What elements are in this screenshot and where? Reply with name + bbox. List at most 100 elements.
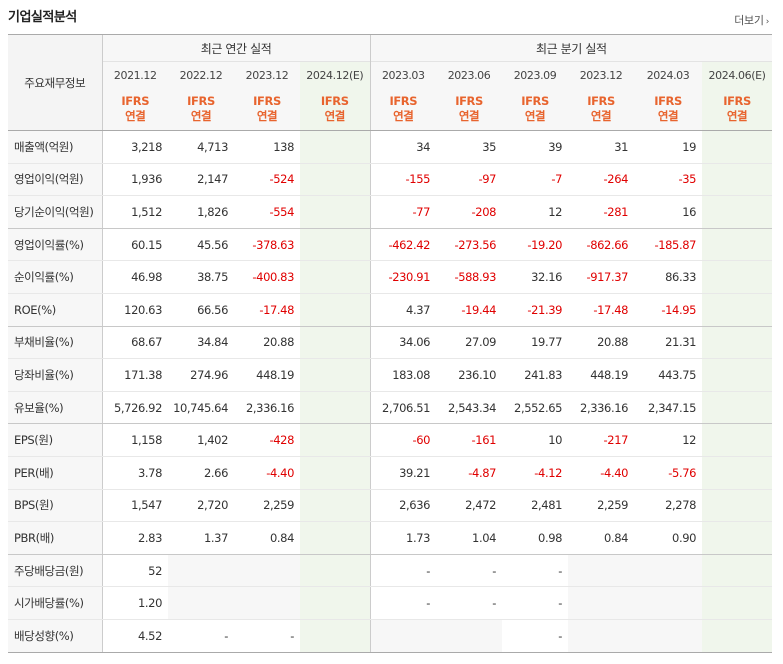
table-cell: 274.96 <box>168 358 234 392</box>
table-cell: 46.98 <box>101 260 168 294</box>
table-cell: 45.56 <box>168 228 234 262</box>
row-label: 주당배당금(원) <box>8 554 102 588</box>
table-cell <box>568 554 635 588</box>
table-cell <box>300 521 371 555</box>
table-cell: 236.10 <box>436 358 503 392</box>
table-cell <box>702 456 773 490</box>
table-cell <box>702 586 773 620</box>
table-cell <box>702 521 773 555</box>
table-cell: -217 <box>568 423 635 457</box>
consolidated-label: 연결 <box>590 109 612 124</box>
period-header: 2023.06 <box>436 61 503 89</box>
table-cell: 38.75 <box>168 260 234 294</box>
table-cell: 31 <box>568 130 635 164</box>
table-cell <box>300 293 371 327</box>
table-cell: -60 <box>369 423 437 457</box>
table-cell: -185.87 <box>634 228 703 262</box>
table-cell: 10 <box>502 423 569 457</box>
table-cell: -588.93 <box>436 260 503 294</box>
table-cell: -462.42 <box>369 228 437 262</box>
ifrs-consolidated-label: IFRS 연결 <box>234 88 300 131</box>
group-annual: 최근 연간 실적 <box>101 34 371 62</box>
table-cell <box>300 456 371 490</box>
table-cell: -281 <box>568 195 635 229</box>
table-row: 순이익률(%) 46.98 38.75 -400.83 -230.91 -588.93 32… <box>8 260 773 294</box>
table-cell: 19.77 <box>502 326 569 360</box>
ifrs-consolidated-label: IFRS 연결 <box>634 88 703 131</box>
table-cell: -19.44 <box>436 293 503 327</box>
consolidated-label: 연결 <box>125 109 146 124</box>
row-label: 순이익률(%) <box>8 260 102 294</box>
table-cell: - <box>502 619 569 653</box>
table-cell <box>369 619 437 653</box>
table-cell: 27.09 <box>436 326 503 360</box>
table-cell: 1,547 <box>101 489 168 523</box>
table-cell: 86.33 <box>634 260 703 294</box>
table-cell: - <box>168 619 234 653</box>
table-cell: -4.40 <box>568 456 635 490</box>
table-row: BPS(원) 1,547 2,720 2,259 2,636 2,472 2,481 2,25… <box>8 489 773 523</box>
consolidated-label: 연결 <box>256 109 278 124</box>
table-cell: - <box>234 619 300 653</box>
table-cell <box>234 586 300 620</box>
ifrs-label: IFRS <box>455 94 483 109</box>
table-cell: 10,745.64 <box>168 391 234 425</box>
table-cell <box>300 260 371 294</box>
table-cell: 4,713 <box>168 130 234 164</box>
table-cell <box>234 554 300 588</box>
table-row: ROE(%) 120.63 66.56 -17.48 4.37 -19.44 -21.39-… <box>8 293 773 327</box>
table-cell <box>300 163 371 197</box>
period-header: 2022.12 <box>168 61 234 89</box>
table-row: 시가배당률(%) 1.20- - - <box>8 586 773 620</box>
table-cell: 2,147 <box>168 163 234 197</box>
chevron-right-icon: › <box>765 17 770 27</box>
table-cell: 2,336.16 <box>568 391 635 425</box>
table-cell: 448.19 <box>568 358 635 392</box>
table-cell: 52 <box>101 554 168 588</box>
table-row: EPS(원) 1,158 1,402 -428 -60 -161 10 -217 12 <box>8 423 773 457</box>
table-cell: -97 <box>436 163 503 197</box>
row-label: 영업이익률(%) <box>8 228 102 262</box>
table-cell <box>300 326 371 360</box>
ifrs-consolidated-label: IFRS 연결 <box>568 88 635 131</box>
table-row: 주당배당금(원) 52- - - <box>8 554 773 588</box>
consolidated-label: 연결 <box>393 109 414 124</box>
table-row: 당좌비율(%) 171.38 274.96 448.19 183.08 236.10 241… <box>8 358 773 392</box>
table-row: 부채비율(%) 68.67 34.84 20.88 34.06 27.09 19.77 20.… <box>8 326 773 360</box>
table-cell: -917.37 <box>568 260 635 294</box>
more-link[interactable]: 더보기 › <box>734 12 769 28</box>
table-cell: 32.16 <box>502 260 569 294</box>
table-cell: 183.08 <box>369 358 437 392</box>
ifrs-consolidated-label: IFRS 연결 <box>369 88 437 131</box>
table-cell: 34.06 <box>369 326 437 360</box>
table-cell: 4.37 <box>369 293 437 327</box>
table-cell: 1.20 <box>101 586 168 620</box>
table-cell <box>702 130 773 164</box>
table-cell: 1,158 <box>101 423 168 457</box>
ifrs-label: IFRS <box>723 94 751 109</box>
consolidated-label: 연결 <box>524 109 546 124</box>
table-cell: -4.40 <box>234 456 300 490</box>
period-header: 2024.03 <box>634 61 703 89</box>
table-cell <box>168 586 234 620</box>
table-cell: -4.87 <box>436 456 503 490</box>
table-cell: 2,543.34 <box>436 391 503 425</box>
table-cell: 1.04 <box>436 521 503 555</box>
ifrs-consolidated-label: IFRS 연결 <box>702 88 773 131</box>
table-cell: -273.56 <box>436 228 503 262</box>
table-row: PER(배) 3.78 2.66 -4.40 39.21 -4.87 -4.12 -4.40-… <box>8 456 773 490</box>
table-cell: - <box>436 554 503 588</box>
table-cell: 1.37 <box>168 521 234 555</box>
table-cell <box>300 586 371 620</box>
label-header: 주요재무정보 <box>8 34 102 131</box>
table-cell: 2.83 <box>101 521 168 555</box>
period-header: 2023.03 <box>369 61 437 89</box>
table-cell <box>702 228 773 262</box>
table-cell: 39.21 <box>369 456 437 490</box>
table-cell: 3,218 <box>101 130 168 164</box>
table-cell: 1,512 <box>101 195 168 229</box>
table-cell: -7 <box>502 163 569 197</box>
table-cell <box>702 358 773 392</box>
ifrs-consolidated-label: IFRS 연결 <box>436 88 503 131</box>
